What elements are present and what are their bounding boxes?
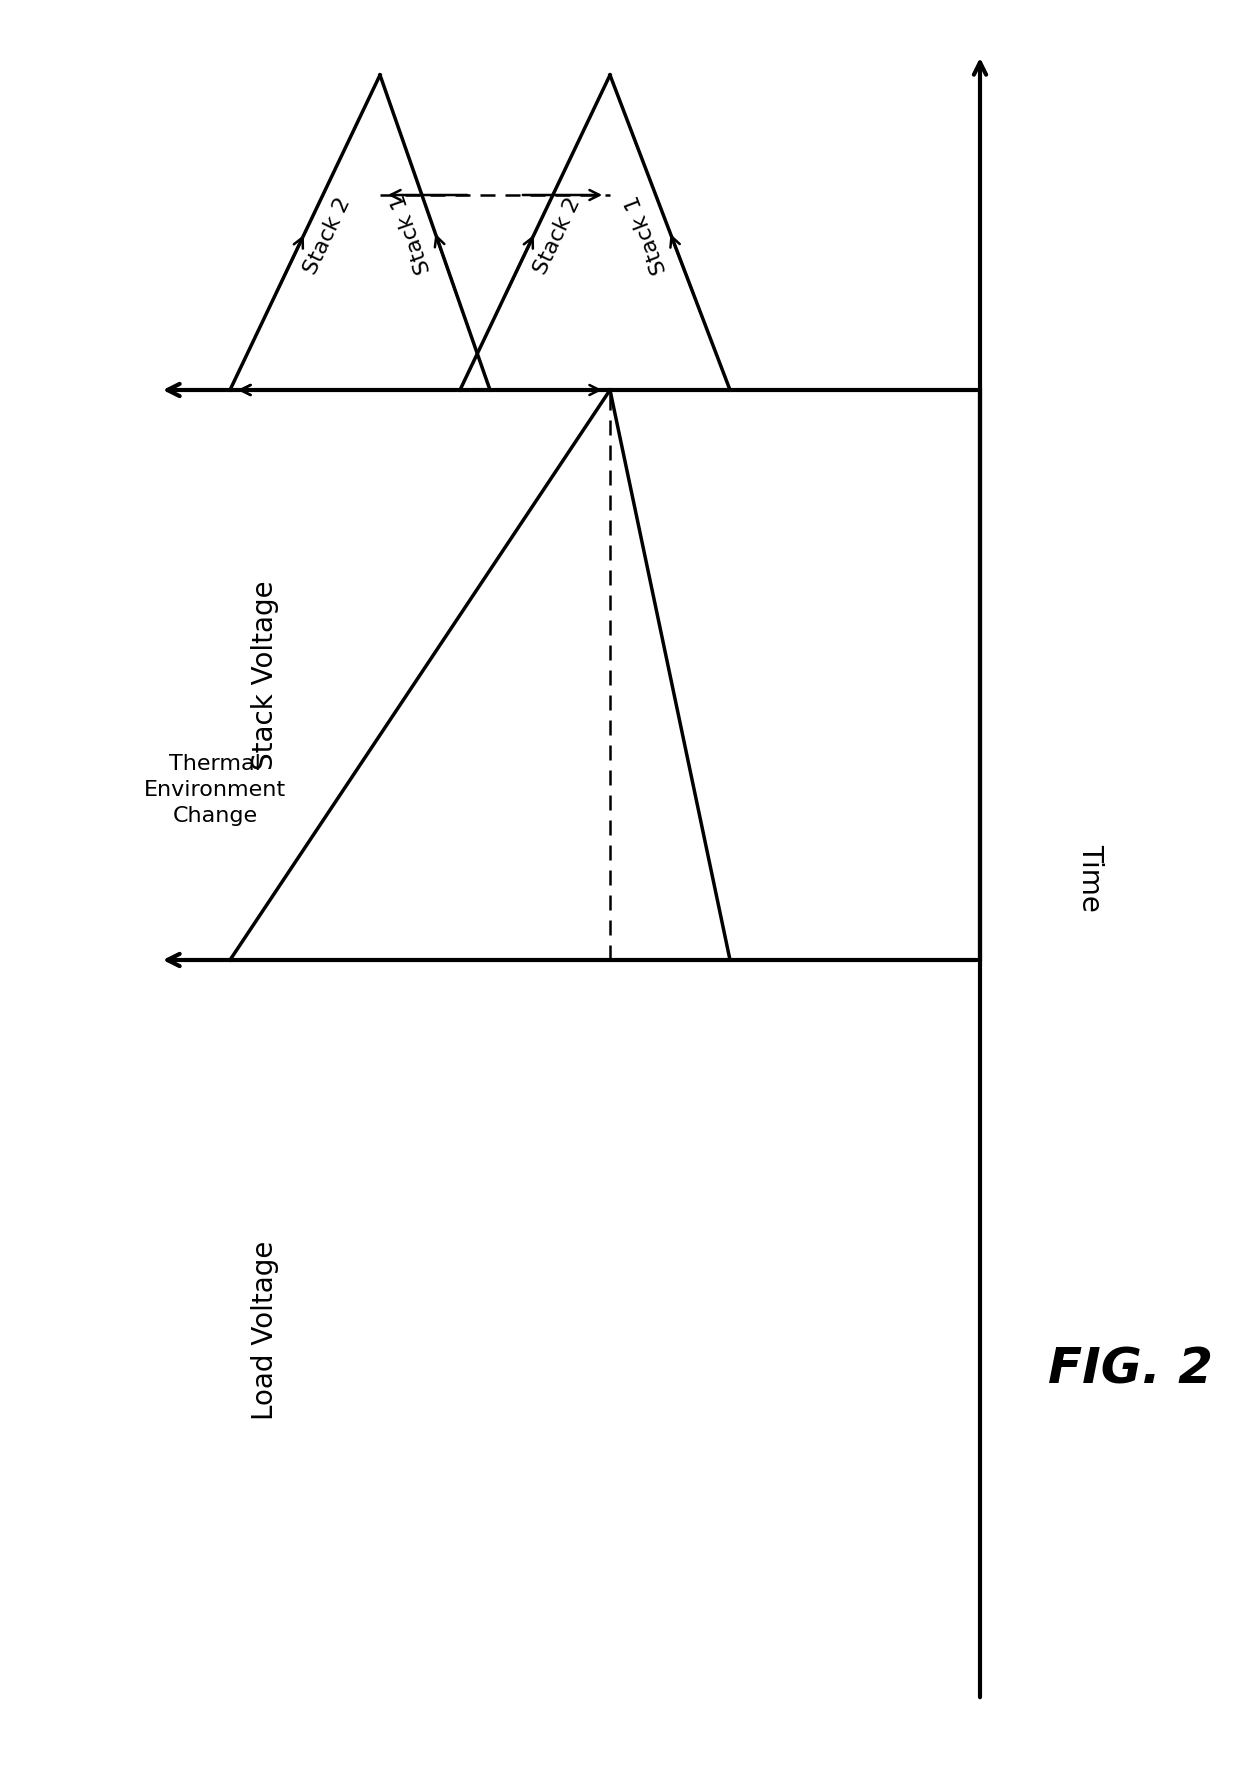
Text: FIG. 2: FIG. 2 <box>1048 1347 1213 1395</box>
Text: Time: Time <box>1076 843 1104 911</box>
Text: Stack 1: Stack 1 <box>622 191 671 277</box>
Text: Thermal
Environment
Change: Thermal Environment Change <box>144 754 286 827</box>
Text: Stack 2: Stack 2 <box>301 195 355 277</box>
Text: Stack 1: Stack 1 <box>389 191 435 275</box>
Text: Stack 2: Stack 2 <box>531 195 585 277</box>
Text: Stack Voltage: Stack Voltage <box>250 580 279 770</box>
Text: Load Voltage: Load Voltage <box>250 1239 279 1420</box>
